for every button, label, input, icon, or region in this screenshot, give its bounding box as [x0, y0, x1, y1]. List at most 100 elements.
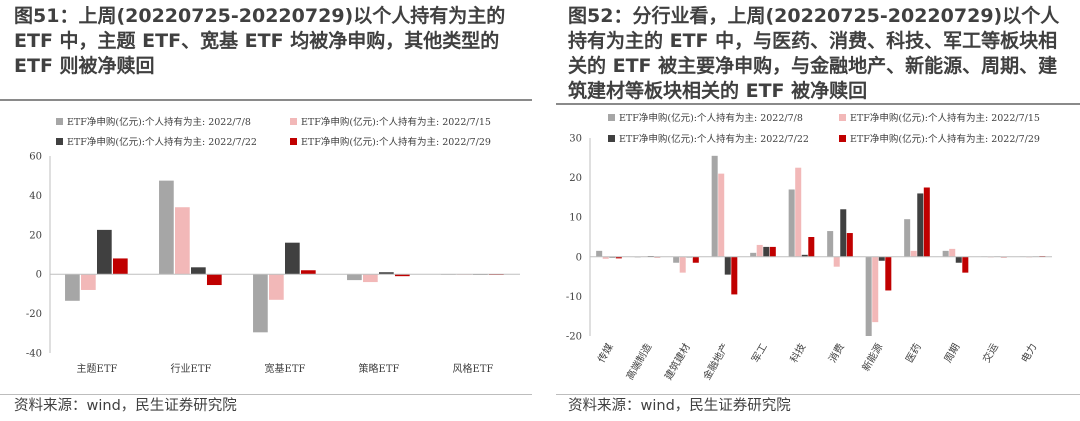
left-bar-chart: ETF净申购(亿元):个人持有为主: 2022/7/8 ETF净申购(亿元):个人… [26, 116, 520, 375]
right-legend-label-2: ETF净申购(亿元):个人持有为主: 2022/7/15 [850, 112, 1040, 124]
left-bar [347, 274, 362, 281]
right-y-tick-label: 20 [569, 173, 582, 184]
right-bar [833, 256, 840, 267]
right-legend-swatch-3 [608, 135, 615, 142]
right-bar [910, 250, 917, 257]
left-legend-label-2: ETF净申购(亿元):个人持有为主: 2022/7/15 [301, 116, 491, 128]
left-figure-panel: 图51：上周(20220725-20220729)以个人持有为主的 ETF 中，… [0, 0, 532, 421]
left-bar [159, 180, 174, 275]
right-bar [692, 256, 699, 263]
left-bar [363, 274, 378, 283]
right-category-label: 新能源 [859, 341, 885, 373]
right-bar [673, 256, 680, 263]
right-category-label: 高端制造 [623, 341, 654, 382]
right-bar [917, 193, 924, 257]
right-bar [885, 256, 892, 291]
left-y-tick-label: 60 [29, 152, 42, 163]
right-bar [795, 167, 802, 257]
right-bar-chart: ETF净申购(亿元):个人持有为主: 2022/7/8 ETF净申购(亿元):个人… [566, 112, 1052, 382]
right-category-label: 电力 [1018, 341, 1039, 365]
left-legend-label-4: ETF净申购(亿元):个人持有为主: 2022/7/29 [301, 136, 491, 148]
right-legend-label-4: ETF净申购(亿元):个人持有为主: 2022/7/29 [850, 133, 1040, 145]
left-bar [253, 274, 268, 333]
left-figure-title: 图51：上周(20220725-20220729)以个人持有为主的 ETF 中，… [14, 5, 506, 77]
right-bar [596, 250, 603, 257]
right-bar [872, 256, 879, 323]
right-bottom-divider [556, 394, 1080, 395]
right-bar [750, 252, 757, 257]
left-legend-label-1: ETF净申购(亿元):个人持有为主: 2022/7/8 [67, 116, 251, 128]
right-category-label: 消费 [826, 341, 847, 365]
left-legend-swatch-4 [290, 138, 297, 145]
left-bar [269, 274, 284, 300]
right-figure-title: 图52：分行业看，上周(20220725-20220729)以个人持有为主的 E… [568, 5, 1060, 102]
right-legend-swatch-4 [839, 135, 846, 142]
left-bar [191, 267, 206, 275]
right-bar [962, 256, 969, 273]
right-bar [904, 219, 911, 257]
right-bar [865, 256, 872, 336]
right-bar [718, 173, 725, 257]
left-category-label: 主题ETF [77, 363, 118, 375]
right-bar [840, 209, 847, 257]
right-category-label: 军工 [749, 342, 769, 365]
left-bar [65, 274, 80, 301]
right-y-tick-label: 0 [576, 252, 582, 263]
right-bar [878, 256, 885, 261]
right-bar [731, 256, 738, 295]
left-y-tick-label: 0 [36, 270, 42, 281]
right-category-label: 周期 [942, 342, 962, 365]
right-bar [846, 233, 853, 257]
right-figure-panel: 图52：分行业看，上周(20220725-20220729)以个人持有为主的 E… [556, 0, 1080, 421]
left-title-divider [0, 99, 532, 101]
left-bar [285, 242, 300, 275]
right-y-tick-label: -20 [566, 332, 582, 343]
right-bar [763, 246, 770, 257]
right-bar [788, 189, 795, 257]
left-legend-swatch-3 [56, 138, 63, 145]
right-category-label: 传媒 [595, 342, 615, 365]
right-bar [923, 187, 930, 257]
left-legend-swatch-2 [290, 118, 297, 125]
right-category-label: 医药 [903, 342, 923, 365]
left-legend-label-3: ETF净申购(亿元):个人持有为主: 2022/7/22 [67, 136, 257, 148]
right-legend-swatch-1 [608, 114, 615, 121]
right-bar [827, 231, 834, 257]
left-bar [81, 274, 96, 290]
right-bar [615, 256, 622, 259]
right-bar [801, 254, 808, 257]
left-category-label: 宽基ETF [265, 362, 306, 375]
right-category-label: 金融地产 [700, 341, 731, 382]
right-bar [942, 250, 949, 257]
right-legend-label-3: ETF净申购(亿元):个人持有为主: 2022/7/22 [619, 133, 809, 145]
right-category-label: 科技 [787, 341, 808, 365]
right-bar [949, 248, 956, 257]
left-category-label: 策略ETF [359, 362, 400, 375]
left-category-label: 行业ETF [171, 362, 212, 375]
right-legend-swatch-2 [839, 114, 846, 121]
right-y-tick-label: 10 [569, 213, 582, 224]
right-bar [724, 256, 731, 275]
right-bar [602, 256, 609, 259]
right-bar [955, 256, 962, 263]
right-bar [679, 256, 686, 273]
right-y-tick-label: -10 [566, 292, 582, 303]
right-legend-label-1: ETF净申购(亿元):个人持有为主: 2022/7/8 [619, 112, 803, 124]
right-category-label: 建筑建材 [662, 341, 693, 382]
left-bar [394, 274, 410, 277]
left-bar [97, 229, 112, 275]
left-y-tick-label: 20 [29, 230, 42, 241]
left-legend-swatch-1 [56, 118, 63, 125]
right-category-label: 交运 [980, 341, 1001, 365]
left-bottom-divider [0, 394, 532, 395]
left-y-tick-label: -20 [26, 309, 42, 320]
left-y-tick-label: -40 [26, 349, 42, 360]
left-source-note: 资料来源：wind，民生证券研究院 [14, 398, 237, 414]
right-bar [808, 237, 815, 257]
left-bar [175, 207, 190, 275]
left-bar [379, 272, 394, 275]
right-bar [756, 244, 763, 257]
right-bar [769, 246, 776, 257]
right-title-divider [556, 103, 1080, 105]
left-bar [300, 270, 316, 275]
